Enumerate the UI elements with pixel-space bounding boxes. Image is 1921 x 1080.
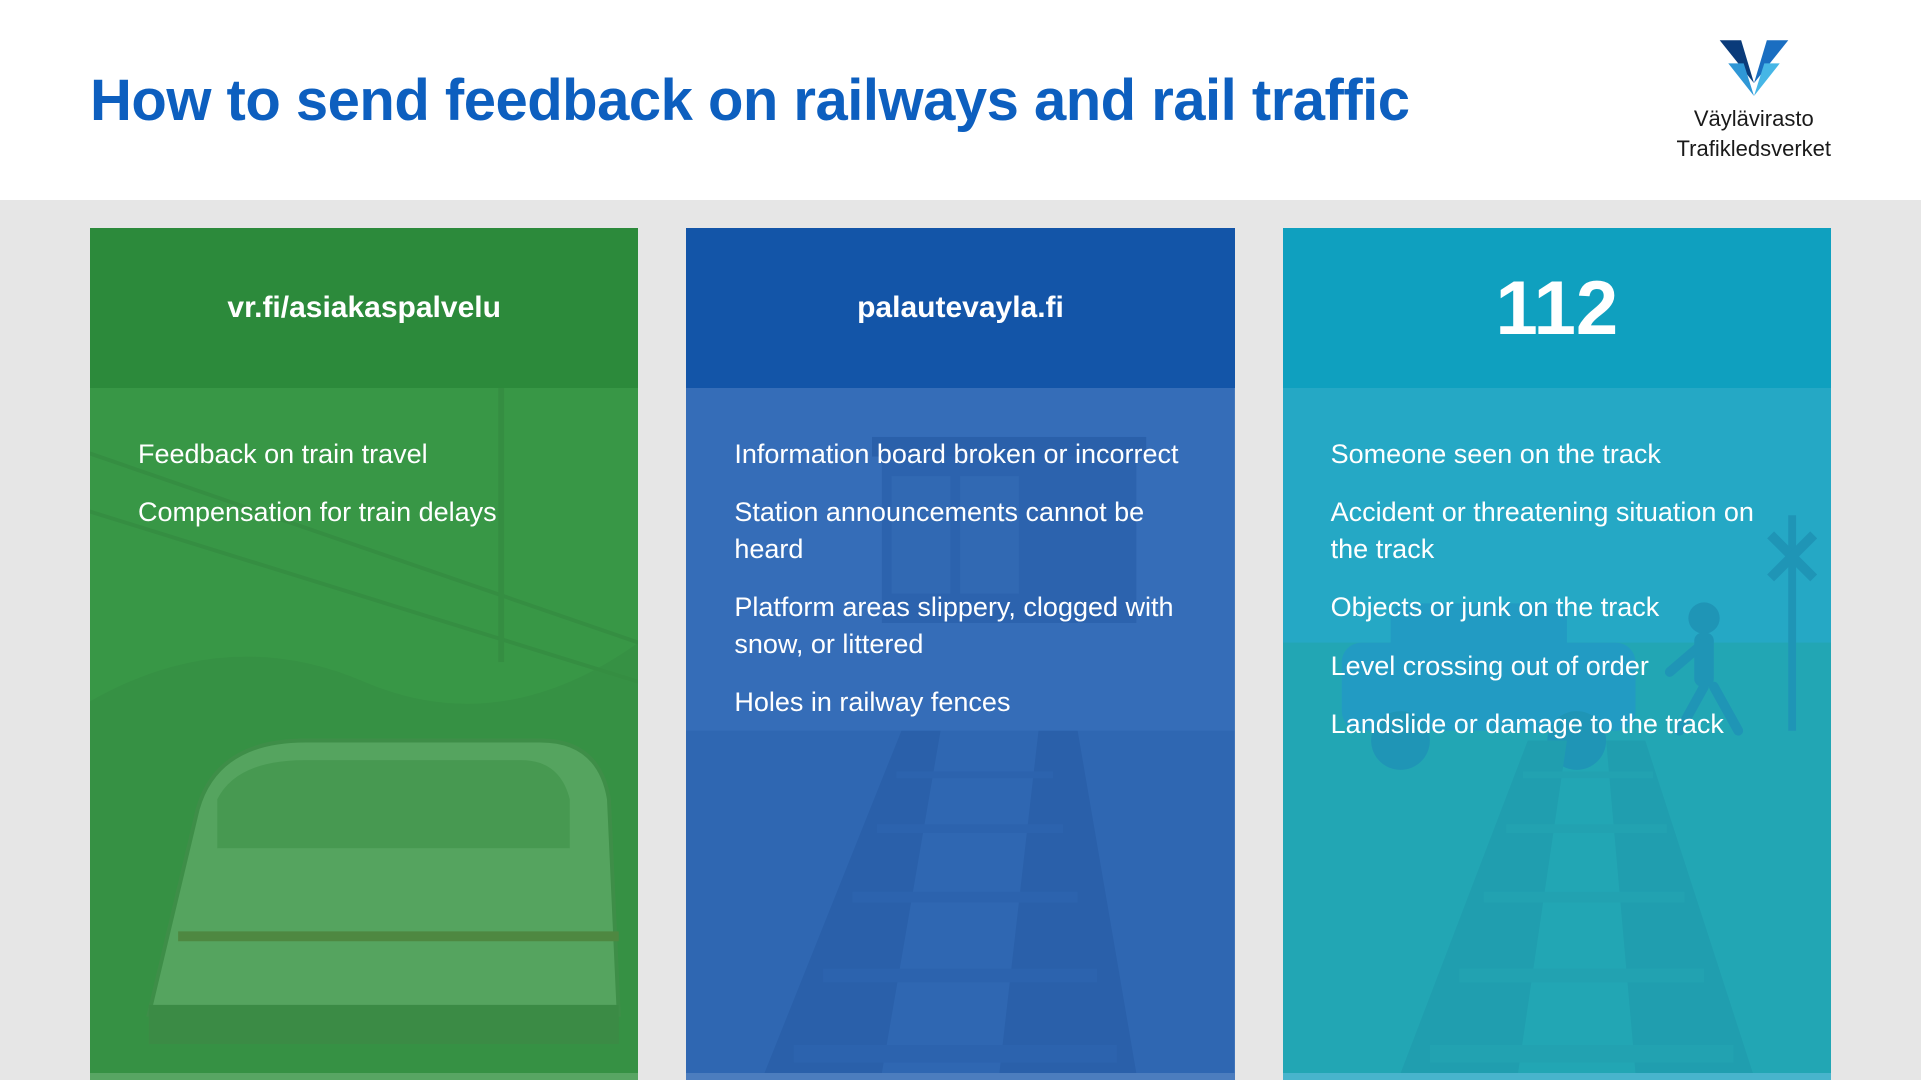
logo-text-line1: Väylävirasto [1677,104,1831,134]
header: How to send feedback on railways and rai… [0,0,1921,200]
list-item: Someone seen on the track [1331,436,1783,472]
list-item: Information board broken or incorrect [734,436,1186,472]
card-palaute-body: Information board broken or incorrect St… [686,388,1234,1080]
list-item: Level crossing out of order [1331,648,1783,684]
vaylavirasto-logo-icon [1709,36,1799,96]
list-item: Compensation for train delays [138,494,590,530]
page-title: How to send feedback on railways and rai… [90,67,1410,134]
cards-row: vr.fi/asiakaspalvelu Feedback on trai [0,200,1921,1080]
list-item: Objects or junk on the track [1331,589,1783,625]
list-item: Landslide or damage to the track [1331,706,1783,742]
card-vr-items: Feedback on train travel Compensation fo… [138,436,590,531]
logo-block: Väylävirasto Trafikledsverket [1677,36,1831,163]
card-emergency-items: Someone seen on the track Accident or th… [1331,436,1783,743]
card-vr-header: vr.fi/asiakaspalvelu [90,228,638,388]
page: How to send feedback on railways and rai… [0,0,1921,1080]
list-item: Platform areas slippery, clogged with sn… [734,589,1186,662]
card-emergency-header: 112 [1283,228,1831,388]
card-emergency-body: Someone seen on the track Accident or th… [1283,388,1831,1080]
card-vr-body: Feedback on train travel Compensation fo… [90,388,638,1080]
card-palaute-items: Information board broken or incorrect St… [734,436,1186,721]
logo-text-line2: Trafikledsverket [1677,134,1831,164]
list-item: Station announcements cannot be heard [734,494,1186,567]
card-palaute: palautevayla.fi [686,228,1234,1080]
card-vr: vr.fi/asiakaspalvelu Feedback on trai [90,228,638,1080]
list-item: Feedback on train travel [138,436,590,472]
list-item: Holes in railway fences [734,684,1186,720]
list-item: Accident or threatening situation on the… [1331,494,1783,567]
card-palaute-header: palautevayla.fi [686,228,1234,388]
card-emergency: 112 [1283,228,1831,1080]
